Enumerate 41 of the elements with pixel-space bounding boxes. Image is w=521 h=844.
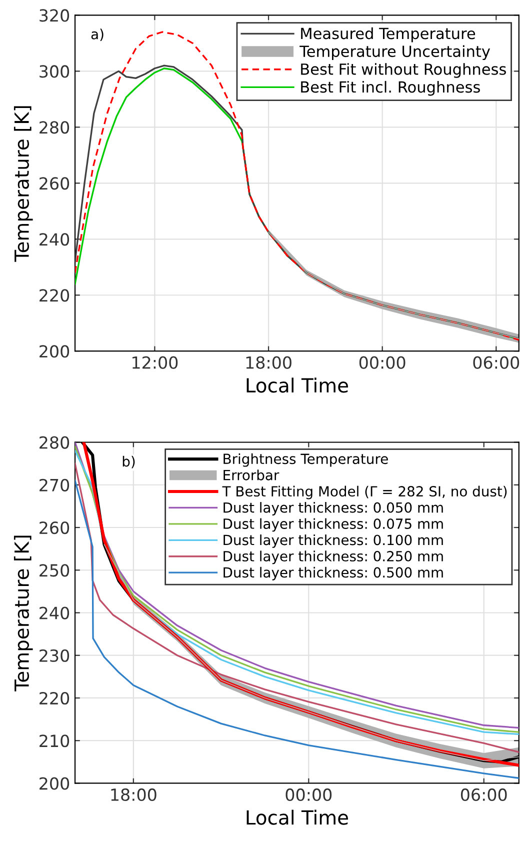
legend-label: Dust layer thickness: 0.250 mm	[224, 550, 443, 564]
y-tick-label: 260	[40, 521, 70, 534]
x-tick-label: 00:00	[286, 788, 332, 801]
y-tick-label: 260	[40, 177, 70, 190]
x-axis-title: Local Time	[246, 810, 348, 825]
legend-label: T Best Fitting Model (Γ = 282 SI, no dust)	[222, 486, 507, 500]
legend-label: Temperature Uncertainty	[300, 45, 490, 60]
legend-label: Best Fit without Roughness	[301, 63, 506, 78]
x-tick-label: 18:00	[246, 356, 292, 369]
x-tick-label: 18:00	[111, 788, 156, 801]
x-axis-title: Local Time	[246, 378, 348, 393]
legend-label: Brightness Temperature	[224, 453, 388, 467]
x-tick-label: 06:00	[460, 788, 507, 801]
legend-label: Dust layer thickness: 0.100 mm	[224, 534, 443, 548]
legend-label: Measured Temperature	[301, 27, 476, 42]
annotation: a)	[91, 28, 104, 42]
y-tick-label: 240	[40, 233, 70, 246]
y-tick-label: 250	[40, 564, 70, 577]
y-tick-label: 200	[40, 777, 70, 790]
y-tick-label: 300	[40, 65, 70, 78]
y-tick-label: 210	[40, 734, 70, 748]
y-tick-label: 230	[40, 649, 70, 662]
y-tick-label: 270	[40, 478, 70, 492]
y-tick-label: 280	[40, 436, 70, 449]
legend-label: Best Fit incl. Roughness	[301, 80, 480, 96]
legend-label: Dust layer thickness: 0.500 mm	[224, 566, 443, 580]
y-tick-label: 220	[40, 692, 70, 705]
legend-label: Dust layer thickness: 0.075 mm	[224, 518, 443, 532]
x-tick-label: 00:00	[359, 356, 406, 369]
annotation: b)	[122, 456, 135, 468]
x-tick-label: 06:00	[473, 356, 520, 369]
y-axis-title: Temperature [K]	[14, 536, 33, 692]
y-tick-label: 280	[40, 121, 70, 134]
x-tick-label: 12:00	[132, 356, 178, 369]
y-tick-label: 240	[40, 606, 70, 620]
y-tick-label: 200	[40, 345, 70, 358]
y-tick-label: 220	[40, 289, 70, 302]
legend-label: Errorbar	[224, 470, 280, 480]
y-tick-label: 320	[40, 9, 70, 22]
y-axis-title: Temperature [K]	[14, 106, 33, 262]
legend-label: Dust layer thickness: 0.050 mm	[224, 502, 443, 516]
